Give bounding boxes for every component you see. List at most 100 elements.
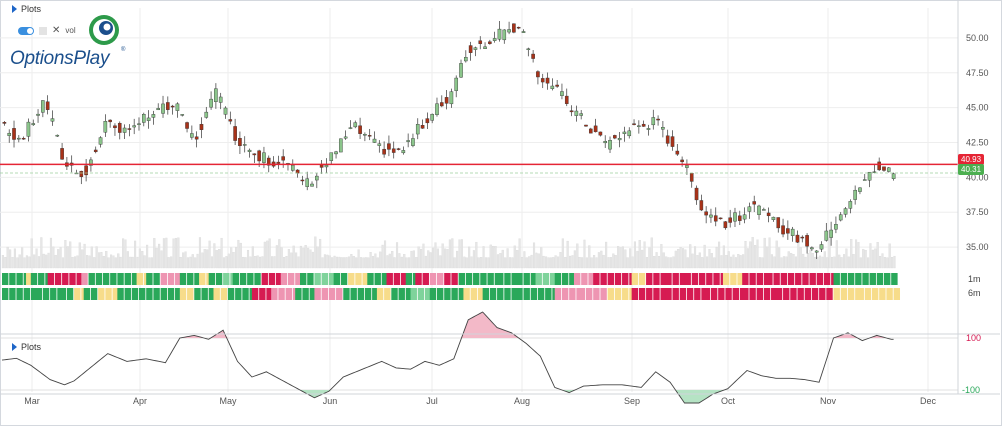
signal-1m-cell xyxy=(542,273,550,285)
expand-triangle-icon[interactable] xyxy=(12,5,17,13)
volume-bar xyxy=(355,257,358,269)
signal-1m-cell xyxy=(614,273,622,285)
volume-bar xyxy=(386,255,389,269)
volume-bar xyxy=(516,250,519,269)
candle-body xyxy=(266,157,271,166)
x-tick-label: Aug xyxy=(514,396,530,406)
signal-1m-cell xyxy=(386,273,393,285)
signal-1m-cell xyxy=(328,273,336,285)
candle-body xyxy=(411,138,415,146)
signal-6m-cell xyxy=(30,288,38,300)
signal-1m-cell xyxy=(554,273,562,285)
y-tick-label: 35.00 xyxy=(966,242,989,252)
volume-bar xyxy=(816,256,819,269)
volume-bar xyxy=(429,252,432,269)
candle-body xyxy=(151,114,156,118)
indicator-header[interactable]: Plots xyxy=(12,342,41,352)
candle-body xyxy=(661,127,665,130)
volume-bar xyxy=(686,257,689,269)
volume-bar xyxy=(254,256,257,269)
candle-body xyxy=(603,141,608,144)
candle-body xyxy=(290,164,295,171)
volume-bar xyxy=(307,247,310,269)
volume-bar xyxy=(746,248,749,269)
volume-bar xyxy=(398,253,401,269)
volume-bar xyxy=(857,242,860,269)
candle-body xyxy=(257,150,261,162)
candle-body xyxy=(247,149,252,152)
candle-body xyxy=(733,212,737,222)
candle-body xyxy=(175,103,180,111)
volume-bar xyxy=(295,252,298,269)
volume-bar xyxy=(45,254,48,269)
candle-body xyxy=(127,128,132,130)
volume-bar xyxy=(862,248,865,269)
candle-body xyxy=(502,29,507,41)
signal-6m-cell xyxy=(343,288,350,300)
signal-1m-cell xyxy=(348,273,355,285)
close-icon[interactable]: ✕ xyxy=(52,24,61,36)
signal-6m-cell xyxy=(783,288,790,300)
volume-bar xyxy=(780,257,783,269)
signal-1m-cell xyxy=(679,273,687,285)
volume-bar xyxy=(134,240,137,269)
volume-bar xyxy=(650,237,653,269)
signal-6m-cell xyxy=(259,288,266,300)
signal-1m-cell xyxy=(855,273,862,285)
volume-bar xyxy=(213,243,216,269)
plots-header[interactable]: Plots xyxy=(12,4,41,14)
volume-bar xyxy=(153,238,156,269)
signal-6m-cell xyxy=(179,288,187,300)
signal-1m-cell xyxy=(321,273,329,285)
volume-bar xyxy=(804,256,807,269)
volume-bar xyxy=(42,253,45,269)
signal-1m-cell xyxy=(561,273,569,285)
signal-1m-cell xyxy=(117,273,124,285)
volume-bar xyxy=(756,239,759,269)
volume-bar xyxy=(874,248,877,269)
volume-bar xyxy=(16,257,19,269)
signal-1m-cell xyxy=(62,273,69,285)
signal-6m-cell xyxy=(679,288,687,300)
expand-triangle-icon[interactable] xyxy=(12,343,17,351)
signal-1m-cell xyxy=(876,273,884,285)
candle-body xyxy=(185,122,189,129)
signal-1m-cell xyxy=(588,273,595,285)
signal-1m-cell xyxy=(787,273,795,285)
signal-1m-cell xyxy=(239,273,247,285)
last-price-tag: 40.31 xyxy=(958,164,985,175)
candle-body xyxy=(574,110,579,116)
volume-bar xyxy=(614,255,617,269)
candle-body xyxy=(324,165,329,168)
candle-body xyxy=(45,101,50,110)
candle-body xyxy=(814,250,819,253)
x-tick-label: Jul xyxy=(426,396,438,406)
volume-bar xyxy=(504,257,507,269)
candle-body xyxy=(718,217,723,220)
volume-bar xyxy=(578,257,581,269)
volume-bar xyxy=(273,256,276,269)
signal-1m-cell xyxy=(684,273,691,285)
y-tick-label: 47.50 xyxy=(966,68,989,78)
color-swatch[interactable] xyxy=(39,26,47,35)
volume-bar xyxy=(81,249,84,269)
signal-6m-cell xyxy=(357,288,365,300)
candle-body xyxy=(598,131,603,136)
volume-bar xyxy=(677,249,680,269)
volume-bar xyxy=(131,256,134,269)
volume-bar xyxy=(489,244,492,269)
volume-bar xyxy=(708,249,711,269)
candle-body xyxy=(545,77,550,84)
signal-1m-cell xyxy=(9,273,16,285)
signal-6m-cell xyxy=(797,288,804,300)
signal-1m-cell xyxy=(535,273,542,285)
toggle-switch[interactable] xyxy=(18,26,34,35)
volume-bar xyxy=(179,256,182,269)
signal-1m-cell xyxy=(261,273,268,285)
volume-bar xyxy=(194,257,197,269)
volume-bar xyxy=(763,237,766,269)
signal-1m-cell xyxy=(631,273,639,285)
volume-bar xyxy=(71,256,74,269)
signal-6m-cell xyxy=(42,288,50,300)
candle-body xyxy=(752,201,757,205)
